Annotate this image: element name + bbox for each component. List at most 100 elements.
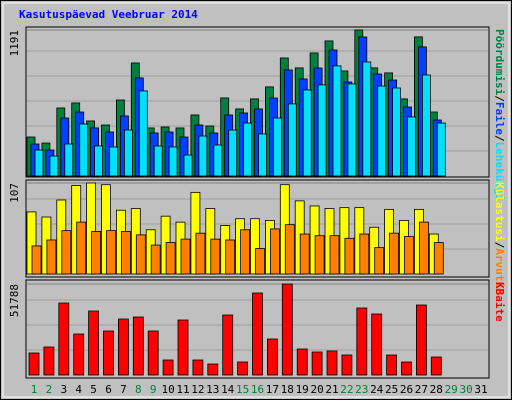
legend: Külastusi/Arvutid [493, 182, 506, 295]
bar [88, 310, 99, 376]
bar [207, 363, 219, 376]
bar [180, 238, 191, 275]
x-tick-label: 15 [236, 383, 249, 396]
bar [49, 155, 59, 177]
bar [26, 211, 37, 275]
bar [436, 122, 446, 177]
legend-entry: Pöördumisi [493, 29, 506, 96]
bar [31, 245, 42, 275]
x-tick-label: 25 [385, 383, 398, 396]
legend: Pöördumisi/Faile/Lehekülgi [493, 29, 506, 202]
bar [46, 239, 57, 275]
x-tick-label: 13 [206, 383, 219, 396]
x-tick-label: 2 [46, 383, 53, 396]
bar [258, 133, 267, 177]
bar [371, 313, 383, 376]
x-tick-label: 28 [430, 383, 443, 396]
bar [94, 145, 103, 177]
bar [210, 238, 221, 275]
bar [255, 248, 265, 275]
y-tick-label: 107 [8, 183, 21, 203]
bar [76, 221, 87, 275]
legend-entry: KBaite [493, 282, 506, 322]
x-tick-label: 12 [191, 383, 204, 396]
x-tick-label: 17 [266, 383, 279, 396]
legend: KBaite [493, 282, 506, 322]
legend-entry: Arvutid [493, 248, 506, 294]
bar [430, 356, 442, 376]
x-tick-label: 5 [90, 383, 97, 396]
bar [392, 87, 402, 177]
bar [109, 146, 118, 177]
bar [433, 242, 444, 275]
bar [118, 318, 129, 376]
bar [326, 350, 338, 376]
x-tick-label: 14 [221, 383, 235, 396]
bar [183, 154, 193, 177]
x-tick-label: 9 [150, 383, 157, 396]
x-tick-label: 7 [120, 383, 127, 396]
bar [252, 292, 263, 376]
bar [287, 103, 297, 177]
chart-title: Kasutuspäevad Veebruar 2014 [19, 8, 198, 21]
bar [168, 146, 178, 177]
y-tick-label: 51788 [8, 284, 21, 317]
bar [138, 90, 148, 177]
bar [284, 224, 295, 275]
bar [198, 135, 208, 177]
bar [341, 354, 353, 376]
x-tick-label: 23 [355, 383, 368, 396]
bar [269, 228, 280, 275]
bar [150, 244, 161, 275]
legend-entry: Külastusi [493, 182, 506, 242]
legend-entry: Lehekülgi [493, 142, 506, 202]
bar [34, 149, 44, 177]
bar [106, 230, 116, 275]
bar [347, 83, 357, 177]
bar [250, 218, 260, 275]
bar [240, 229, 251, 275]
bar [162, 359, 174, 376]
bar [374, 247, 385, 275]
bar [165, 242, 176, 275]
bar [177, 319, 189, 376]
bar [389, 232, 400, 275]
bar [243, 122, 253, 177]
bar [356, 307, 368, 376]
x-tick-label: 30 [459, 383, 472, 396]
legend-entry: Faile [493, 102, 506, 135]
x-tick-label: 21 [325, 383, 338, 396]
bar [329, 235, 340, 275]
x-tick-label: 19 [296, 383, 309, 396]
bar [401, 361, 412, 376]
bar [192, 359, 204, 376]
bar [147, 330, 159, 376]
x-tick-label: 8 [135, 383, 142, 396]
x-tick-label: 6 [105, 383, 112, 396]
bar [415, 304, 427, 376]
bar [314, 235, 325, 275]
bar [281, 283, 293, 376]
legend-separator: / [493, 95, 506, 102]
bar [377, 85, 387, 177]
x-tick-label: 27 [415, 383, 428, 396]
x-tick-label: 22 [340, 383, 353, 396]
bar [344, 237, 355, 275]
legend-separator: / [493, 135, 506, 142]
bar [213, 144, 223, 177]
bar [43, 346, 55, 376]
x-tick-label: 1 [31, 383, 38, 396]
bar [332, 65, 342, 177]
bar [103, 330, 114, 376]
bar [101, 184, 111, 275]
bar [61, 230, 72, 275]
bar [86, 182, 96, 275]
x-tick-label: 3 [60, 383, 67, 396]
x-tick-label: 24 [370, 383, 384, 396]
x-tick-label: 11 [176, 383, 189, 396]
bar [421, 74, 431, 177]
x-tick-label: 29 [445, 383, 458, 396]
bar [237, 361, 249, 376]
bar [418, 221, 429, 275]
